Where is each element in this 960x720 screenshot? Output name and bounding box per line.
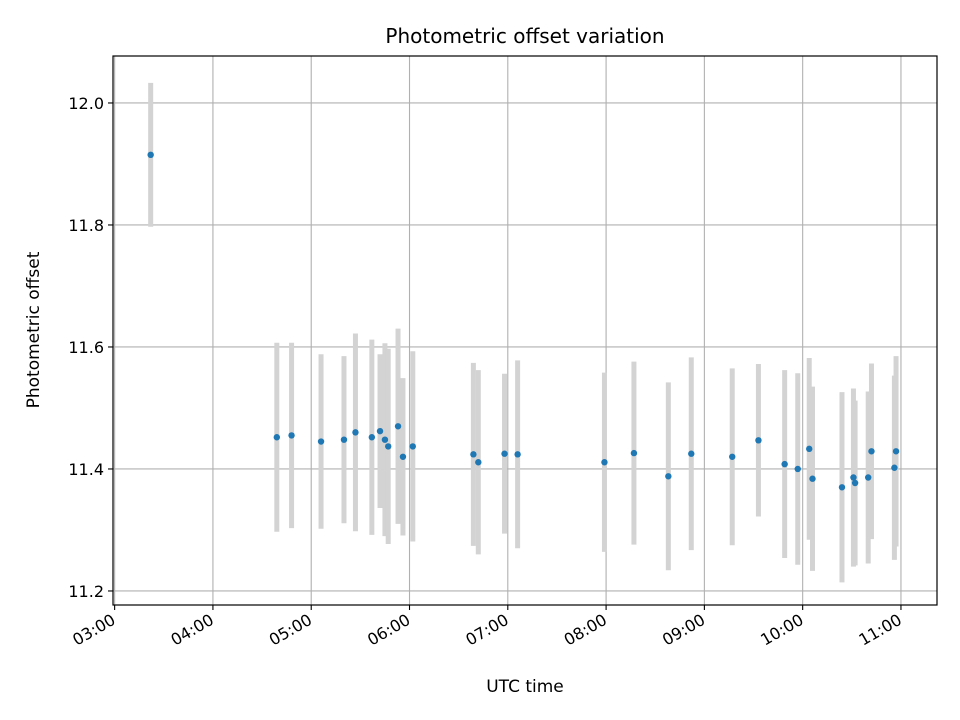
data-point [409, 443, 416, 450]
data-point [273, 434, 281, 441]
data-points [147, 151, 900, 491]
data-point [501, 450, 508, 457]
data-point [794, 465, 801, 473]
data-point [729, 453, 736, 460]
data-point [892, 448, 900, 455]
data-point [399, 453, 407, 460]
data-point [381, 436, 389, 443]
data-point [850, 474, 857, 481]
data-point [868, 448, 875, 455]
grid [113, 56, 937, 605]
data-point [864, 474, 872, 481]
data-point [851, 479, 859, 487]
data-point [376, 427, 384, 435]
y-axis-label: Photometric offset [24, 251, 44, 408]
y-tick-label: 12.0 [68, 94, 104, 113]
chart-title: Photometric offset variation [385, 24, 664, 48]
data-point [781, 460, 788, 468]
data-point [806, 445, 813, 453]
y-axis-ticks: 11.2 11.4 11.6 11.8 12.0 [68, 94, 113, 601]
data-point [838, 484, 846, 491]
y-tick-label: 11.4 [68, 460, 104, 479]
data-point [665, 473, 672, 480]
y-tick-label: 11.2 [68, 582, 104, 601]
plot-frame [112, 55, 938, 606]
x-axis-label: UTC time [486, 677, 564, 697]
data-point [317, 438, 325, 445]
y-tick-label: 11.8 [68, 216, 104, 235]
data-point [514, 451, 521, 458]
data-point [755, 437, 762, 444]
data-point [394, 423, 402, 430]
data-point [340, 436, 348, 443]
data-point [475, 459, 482, 466]
data-point [809, 475, 816, 482]
data-point [601, 459, 608, 466]
data-point [352, 429, 359, 436]
data-point [368, 434, 376, 441]
data-point [385, 443, 392, 450]
data-point [630, 449, 638, 457]
data-point [891, 464, 898, 471]
data-point [470, 451, 477, 458]
data-point [147, 151, 154, 159]
y-tick-label: 11.6 [68, 338, 104, 357]
data-point [288, 432, 295, 439]
data-point [688, 450, 695, 457]
